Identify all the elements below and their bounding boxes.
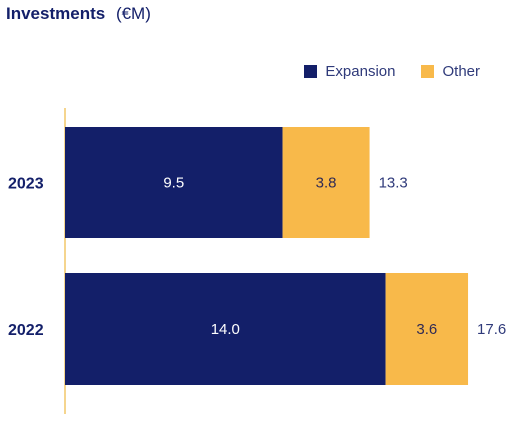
data-label-other-2023: 3.8 (316, 175, 337, 192)
data-label-expansion-2022: 14.0 (211, 321, 240, 338)
category-label-2022: 2022 (8, 322, 44, 339)
legend-item-expansion: Expansion (304, 63, 395, 80)
data-label-expansion-2023: 9.5 (163, 175, 184, 192)
legend-swatch-other (421, 65, 435, 78)
legend-item-other: Other (421, 63, 480, 80)
legend: Expansion Other (278, 63, 480, 80)
total-label-2023: 13.3 (379, 175, 408, 192)
bar-expansion-2022 (65, 273, 386, 385)
chart-unit: (€M) (115, 4, 151, 23)
data-label-other-2022: 3.6 (416, 321, 437, 338)
chart-title-text: Investments (6, 4, 106, 23)
legend-label-other: Other (442, 63, 480, 80)
chart-title: Investments (€M) (6, 4, 151, 24)
category-label-2023: 2023 (8, 176, 44, 193)
bar-other-2022 (385, 273, 469, 385)
legend-swatch-expansion (304, 65, 318, 78)
total-label-2022: 17.6 (477, 321, 506, 338)
bar-other-2023 (282, 127, 370, 238)
bar-expansion-2023 (65, 127, 283, 238)
legend-label-expansion: Expansion (325, 63, 396, 80)
